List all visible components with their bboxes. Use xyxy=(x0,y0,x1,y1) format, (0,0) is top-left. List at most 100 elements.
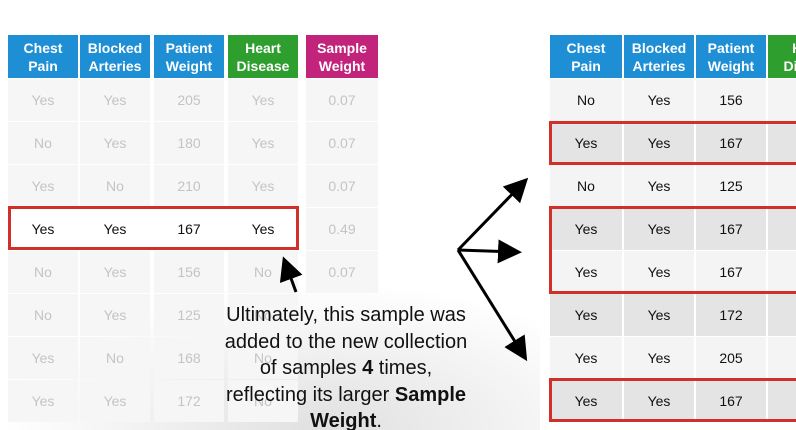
table-cell: No xyxy=(228,294,298,336)
table-cell: Yes xyxy=(624,380,694,422)
table-cell xyxy=(768,380,796,422)
caption-text: added to the new collection xyxy=(224,330,468,353)
table-cell: Yes xyxy=(228,208,298,250)
table-cell: No xyxy=(80,337,150,379)
table-cell: Yes xyxy=(8,79,78,121)
header-cell: Chest Pain xyxy=(550,35,622,78)
table-cell xyxy=(768,251,796,293)
caption-text: . xyxy=(376,410,382,430)
arrow xyxy=(456,177,529,252)
table-cell: Yes xyxy=(228,79,298,121)
table-cell: Yes xyxy=(624,79,694,121)
table-cell: Yes xyxy=(228,122,298,164)
table-cell xyxy=(768,337,796,379)
header-cell: Chest Pain xyxy=(8,35,78,78)
header-cell: Blocked Arteries xyxy=(80,35,150,78)
table-cell: Yes xyxy=(80,294,150,336)
table-cell: Yes xyxy=(550,208,622,250)
table-cell: 125 xyxy=(154,294,224,336)
table-cell: 125 xyxy=(696,165,766,207)
table-cell: No xyxy=(228,337,298,379)
table-cell: Yes xyxy=(550,122,622,164)
caption: Ultimately, this sample was added to the … xyxy=(190,302,502,430)
table-cell: Yes xyxy=(80,251,150,293)
table-cell: Yes xyxy=(550,251,622,293)
table-cell: Yes xyxy=(80,122,150,164)
caption-text: reflecting its larger xyxy=(225,383,395,406)
caption-text: Weight xyxy=(310,410,377,430)
table-cell: 168 xyxy=(154,337,224,379)
table-cell: Yes xyxy=(624,208,694,250)
table-cell: 167 xyxy=(154,208,224,250)
arrow xyxy=(457,239,522,264)
table-cell: No xyxy=(228,380,298,422)
caption-line: added to the new collection xyxy=(190,329,502,356)
table-cell: No xyxy=(8,294,78,336)
weight-cell: 0.07 xyxy=(306,165,378,207)
table-cell: 210 xyxy=(154,165,224,207)
highlight-box xyxy=(549,121,796,165)
highlight-box xyxy=(549,206,796,294)
table-cell: Yes xyxy=(80,208,150,250)
caption-line: Ultimately, this sample was xyxy=(190,302,502,329)
table-cell: No xyxy=(550,79,622,121)
table-cell: 180 xyxy=(154,122,224,164)
weight-cell: 0.07 xyxy=(306,122,378,164)
arrow xyxy=(456,249,528,362)
table-cell xyxy=(768,294,796,336)
table-cell: 156 xyxy=(154,251,224,293)
table-cell: No xyxy=(8,122,78,164)
caption-text: of samples xyxy=(259,357,363,379)
table-cell: No xyxy=(550,165,622,207)
weight-cell: 0.07 xyxy=(306,251,378,293)
caption-line: Weight. xyxy=(190,408,502,430)
caption-text: 4 xyxy=(362,357,374,379)
table-cell: 156 xyxy=(696,79,766,121)
table-cell: Yes xyxy=(624,165,694,207)
table-cell: Yes xyxy=(8,337,78,379)
table-cell: No xyxy=(8,251,78,293)
table-cell: Yes xyxy=(8,165,78,207)
table-cell xyxy=(768,79,796,121)
table-cell: 167 xyxy=(696,380,766,422)
weight-cell: 0.49 xyxy=(306,208,378,250)
table-cell: 167 xyxy=(696,122,766,164)
table-cell: Yes xyxy=(228,165,298,207)
table-cell: Yes xyxy=(624,122,694,164)
table-cell: Yes xyxy=(550,380,622,422)
table-cell: Yes xyxy=(624,294,694,336)
table-cell: 167 xyxy=(696,208,766,250)
header-cell: Patient Weight xyxy=(696,35,766,78)
caption-text: times, xyxy=(373,357,433,379)
caption-line: of samples 4 times, xyxy=(190,355,502,382)
table-cell: 167 xyxy=(696,251,766,293)
table-cell: Yes xyxy=(8,208,78,250)
caption-line: reflecting its larger Sample xyxy=(190,382,502,409)
table-cell: Yes xyxy=(550,294,622,336)
table-cell: Yes xyxy=(8,380,78,422)
header-cell: Sample Weight xyxy=(306,35,378,78)
table-cell: Yes xyxy=(80,79,150,121)
table-cell: Yes xyxy=(80,380,150,422)
table-cell: 172 xyxy=(696,294,766,336)
table-cell xyxy=(768,165,796,207)
header-cell: Heart Disease xyxy=(768,35,796,78)
table-cell: 172 xyxy=(154,380,224,422)
table-cell xyxy=(768,122,796,164)
header-cell: Heart Disease xyxy=(228,35,298,78)
header-cell: Patient Weight xyxy=(154,35,224,78)
caption-text: Sample xyxy=(394,383,467,406)
weight-cell: 0.07 xyxy=(306,79,378,121)
table-cell: Yes xyxy=(624,337,694,379)
highlight-box xyxy=(549,378,796,422)
table-cell xyxy=(768,208,796,250)
table-cell: 205 xyxy=(154,79,224,121)
header-cell: Blocked Arteries xyxy=(624,35,694,78)
arrow xyxy=(279,256,303,293)
highlight-box xyxy=(8,206,299,250)
caption-text: Ultimately, this sample was xyxy=(226,304,466,326)
table-cell: Yes xyxy=(624,251,694,293)
table-cell: Yes xyxy=(550,337,622,379)
